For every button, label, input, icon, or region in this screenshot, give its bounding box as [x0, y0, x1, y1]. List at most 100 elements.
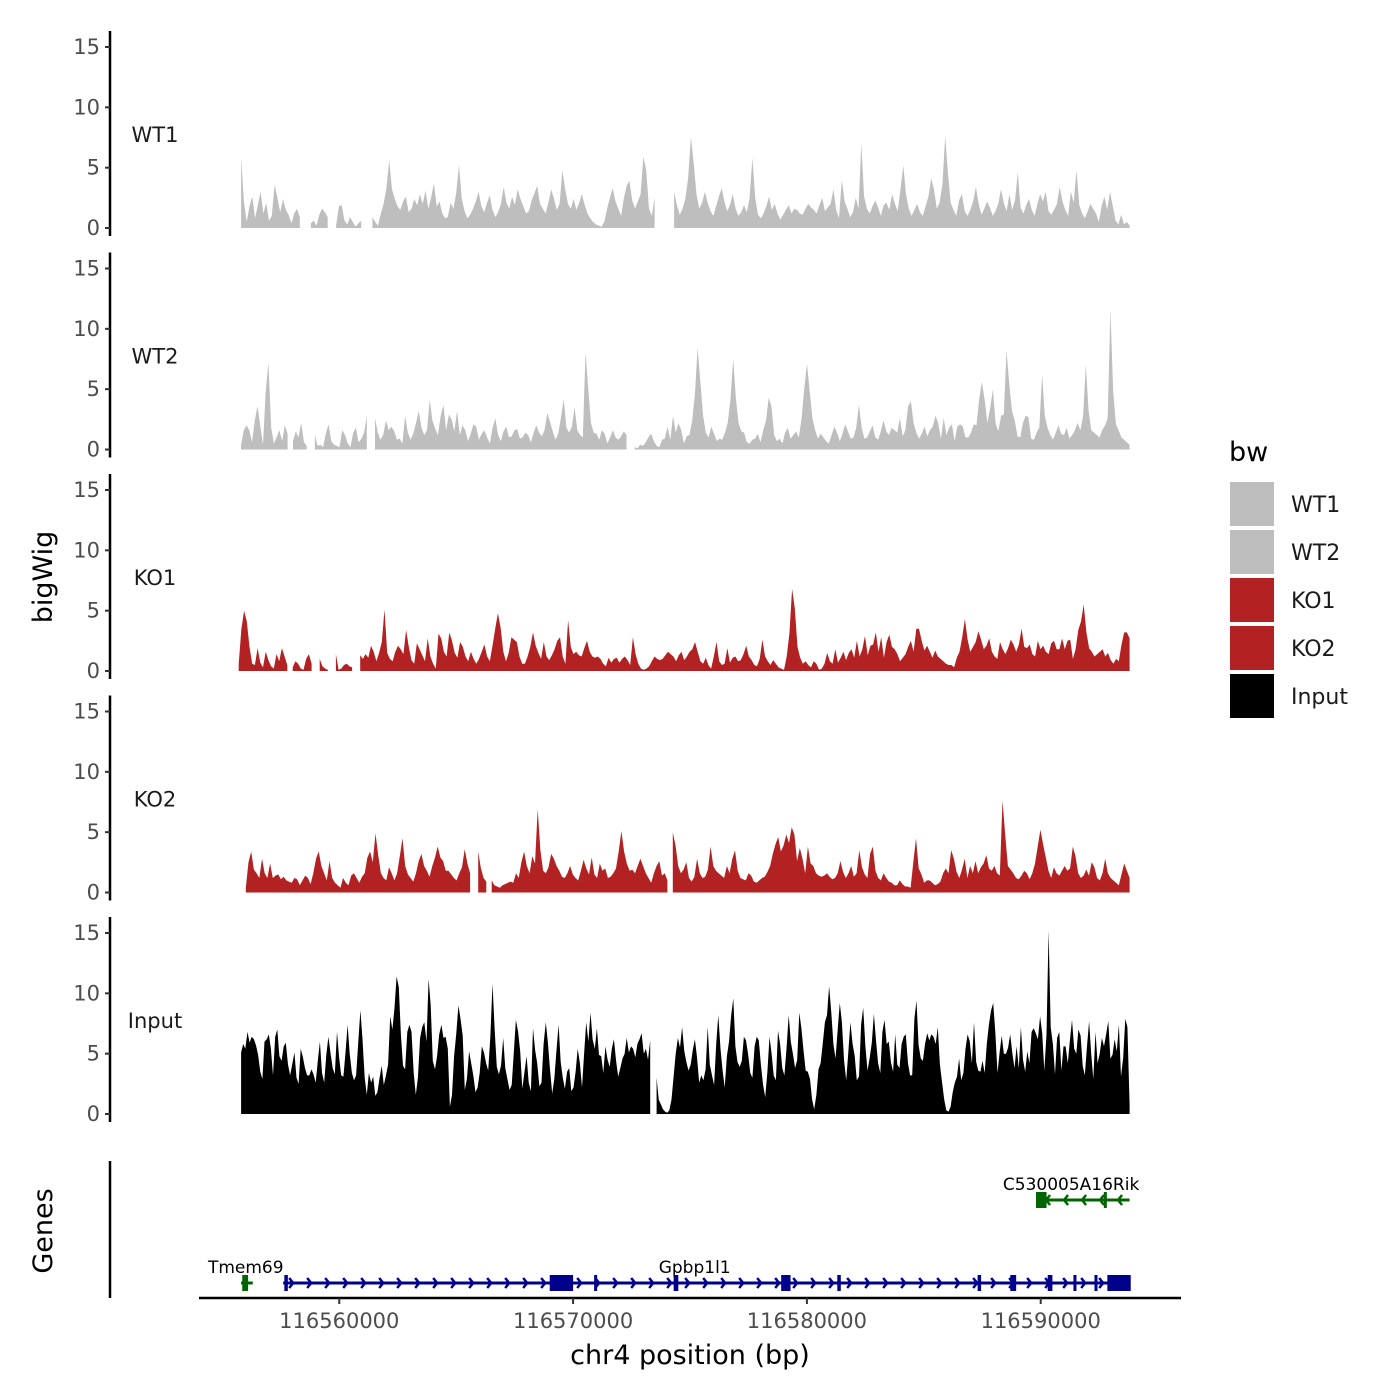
- exon-block: [781, 1275, 791, 1291]
- strand-chevron: [1080, 1194, 1088, 1206]
- strand-chevron: [648, 1277, 655, 1289]
- signal-area-ko2-segment-1: [478, 851, 487, 893]
- y-tick-label: 15: [73, 257, 100, 281]
- y-tick-label: 5: [87, 1042, 100, 1066]
- exon-block: [1073, 1275, 1077, 1291]
- strand-chevron: [720, 1277, 727, 1289]
- y-tick-label: 15: [73, 921, 100, 945]
- strand-chevron: [846, 1277, 853, 1289]
- legend: bw WT1 WT2 KO1 KO2 Input: [1228, 437, 1348, 720]
- strand-chevron: [936, 1277, 943, 1289]
- signal-area-ko1-segment-4: [360, 588, 1130, 671]
- signal-area-wt1-segment-1: [310, 208, 328, 228]
- x-axis-title: chr4 position (bp): [570, 1340, 810, 1371]
- signal-area-wt1-segment-0: [241, 158, 300, 228]
- y-tick-label: 10: [73, 317, 100, 341]
- signal-area-wt1-segment-2: [336, 205, 362, 228]
- signal-area-ko1-segment-0: [238, 610, 288, 671]
- signal-area-ko2-segment-0: [245, 833, 471, 893]
- strand-chevron: [378, 1277, 385, 1289]
- y-tick-label: 15: [73, 35, 100, 59]
- strand-chevron: [756, 1277, 763, 1289]
- exon-block: [1103, 1192, 1107, 1208]
- strand-chevron: [630, 1277, 637, 1289]
- track-ko2: 0 5 10 15 KO2: [73, 695, 1130, 905]
- y-tick-label: 0: [87, 216, 100, 240]
- legend-label-ko1: KO1: [1291, 589, 1336, 614]
- y-tick-label: 15: [73, 700, 100, 724]
- track-wt2: 0 5 10 15 WT2: [73, 252, 1130, 462]
- signal-area-ko1-segment-1: [292, 654, 312, 671]
- gene-label: Tmem69: [207, 1258, 284, 1278]
- exon-block: [837, 1275, 841, 1291]
- x-tick-label: 116590000: [981, 1309, 1101, 1333]
- exon-block: [1047, 1275, 1053, 1291]
- signal-area-wt2-segment-2: [314, 415, 367, 450]
- track-input: 0 5 10 15 Input: [73, 917, 1130, 1126]
- strand-chevron: [432, 1277, 439, 1289]
- y-axis-title: bigWig: [28, 531, 59, 624]
- strand-chevron: [288, 1277, 295, 1289]
- strand-chevron: [576, 1277, 583, 1289]
- track-label-ko2: KO2: [134, 788, 177, 812]
- exon-block: [977, 1275, 982, 1291]
- strand-chevron: [396, 1277, 403, 1289]
- legend-swatch-ko2: [1228, 624, 1276, 672]
- x-tick-label: 116580000: [747, 1309, 867, 1333]
- legend-label-input: Input: [1291, 685, 1348, 710]
- exon-block: [1036, 1192, 1047, 1208]
- legend-label-ko2: KO2: [1291, 637, 1336, 662]
- strand-chevron: [540, 1277, 547, 1289]
- signal-area-ko2-segment-2: [491, 809, 668, 893]
- strand-chevron: [900, 1277, 907, 1289]
- track-wt1: 0 5 10 15 WT1: [73, 31, 1130, 240]
- strand-chevron: [1062, 1194, 1070, 1206]
- strand-chevron: [972, 1277, 979, 1289]
- legend-label-wt2: WT2: [1291, 541, 1340, 566]
- track-label-ko1: KO1: [134, 566, 177, 590]
- signal-area-input-segment-0: [241, 976, 651, 1114]
- strand-chevron: [828, 1277, 835, 1289]
- y-tick-label: 10: [73, 538, 100, 562]
- y-tick-label: 5: [87, 377, 100, 401]
- strand-chevron: [990, 1277, 997, 1289]
- track-label-input: Input: [128, 1009, 182, 1033]
- strand-chevron: [468, 1277, 475, 1289]
- track-label-wt2: WT2: [132, 345, 179, 369]
- legend-swatch-wt1: [1228, 480, 1276, 528]
- y-tick-label: 5: [87, 820, 100, 844]
- signal-area-ko1-segment-2: [319, 658, 328, 671]
- strand-chevron: [360, 1277, 367, 1289]
- strand-chevron: [1062, 1277, 1069, 1289]
- signal-area-wt2-segment-0: [241, 362, 288, 450]
- gene-tmem69: Tmem69: [207, 1258, 284, 1291]
- exon-block: [673, 1275, 679, 1291]
- strand-chevron: [792, 1277, 799, 1289]
- strand-chevron: [1080, 1277, 1087, 1289]
- y-tick-label: 5: [87, 599, 100, 623]
- strand-chevron: [306, 1277, 313, 1289]
- exon-block: [1094, 1275, 1098, 1291]
- legend-swatch-ko1: [1228, 576, 1276, 624]
- signal-area-wt2-segment-4: [634, 309, 1130, 450]
- strand-chevron: [918, 1277, 925, 1289]
- y-tick-label: 10: [73, 95, 100, 119]
- signal-area-wt2-segment-3: [375, 353, 627, 450]
- signal-area-ko2-segment-3: [672, 800, 1130, 893]
- y-tick-label: 10: [73, 981, 100, 1005]
- strand-chevron: [342, 1277, 349, 1289]
- signal-area-wt1-segment-4: [674, 136, 1130, 228]
- y-tick-label: 15: [73, 478, 100, 502]
- legend-swatch-wt2: [1228, 528, 1276, 576]
- exon-block: [284, 1275, 288, 1291]
- strand-chevron: [486, 1277, 493, 1289]
- strand-chevron: [738, 1277, 745, 1289]
- strand-chevron: [774, 1277, 781, 1289]
- exon-block: [242, 1275, 249, 1291]
- x-axis: 116560000 116570000 116580000 116590000: [199, 1296, 1181, 1333]
- tracks-panel: 0 5 10 15 WT1 0 5 10 15 WT2 0 5 10 15 KO1 0 5 10 15 KO2 0 5 10…: [73, 31, 1130, 1126]
- strand-chevron: [882, 1277, 889, 1289]
- signal-area-ko1-segment-3: [335, 654, 353, 671]
- strand-chevron: [324, 1277, 331, 1289]
